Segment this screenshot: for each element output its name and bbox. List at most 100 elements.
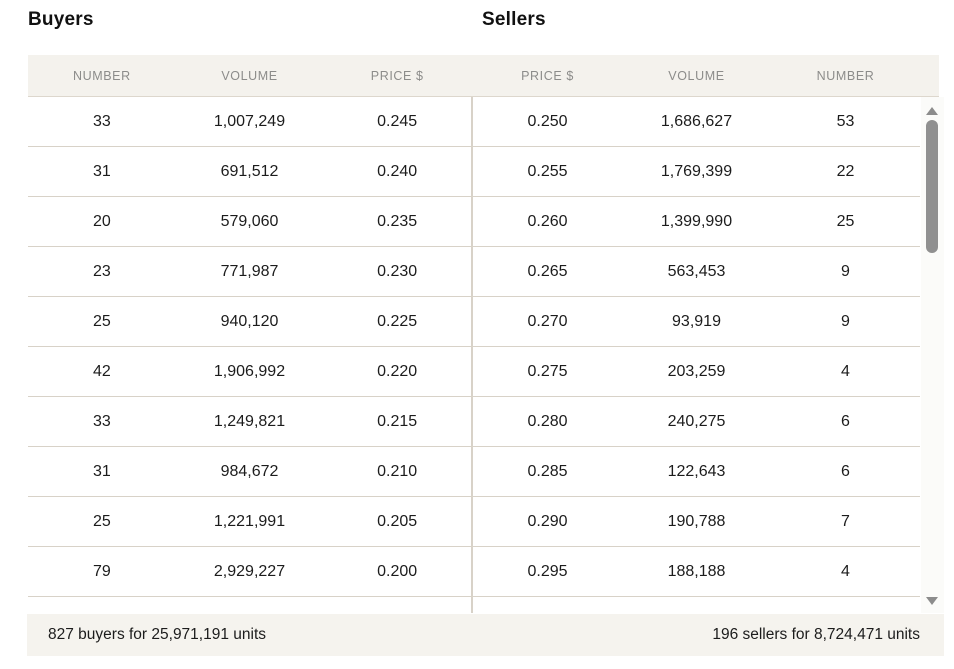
price-cell: 0.245 xyxy=(377,112,418,130)
volume-cell: 1,007,249 xyxy=(213,112,286,130)
number-cell: 22 xyxy=(836,162,855,180)
number-cell: 9 xyxy=(841,312,850,330)
table-row: 23 771,987 0.230 xyxy=(28,247,471,297)
table-row: 42 1,906,992 0.220 xyxy=(28,347,471,397)
order-book-table: 33 1,007,249 0.245 31 691,512 0.240 20 579,060 0… xyxy=(28,97,920,613)
volume-cell: 771,987 xyxy=(220,262,279,280)
buyers-price-column-header: PRICE $ xyxy=(370,68,424,83)
sellers-price-column-header: PRICE $ xyxy=(521,68,574,83)
number-cell: 6 xyxy=(841,462,850,480)
number-cell: 6 xyxy=(841,412,850,430)
sellers-title: Sellers xyxy=(482,9,546,30)
table-row: 0.250 1,686,627 53 xyxy=(473,97,920,147)
volume-cell: 579,060 xyxy=(220,212,279,230)
price-cell: 0.205 xyxy=(377,512,418,530)
number-cell: 9 xyxy=(841,262,850,280)
price-cell: 0.275 xyxy=(527,362,568,380)
buyers-number-column-header: NUMBER xyxy=(72,68,131,83)
buyers-summary: 827 buyers for 25,971,191 units xyxy=(48,626,267,643)
price-cell: 0.285 xyxy=(527,462,568,480)
price-cell: 0.210 xyxy=(377,462,418,480)
table-row: 0.275 203,259 4 xyxy=(473,347,920,397)
number-cell: 42 xyxy=(92,362,111,380)
number-cell: 23 xyxy=(92,262,111,280)
table-row: 0.260 1,399,990 25 xyxy=(473,197,920,247)
table-row: 25 940,120 0.225 xyxy=(28,297,471,347)
price-cell: 0.255 xyxy=(527,162,568,180)
price-cell: 0.215 xyxy=(377,412,418,430)
table-row: 0.255 1,769,399 22 xyxy=(473,147,920,197)
volume-cell: 203,259 xyxy=(667,362,726,380)
volume-cell: 1,399,990 xyxy=(660,212,733,230)
buyers-header-group: NUMBER VOLUME PRICE $ xyxy=(28,55,471,96)
price-cell: 0.260 xyxy=(527,212,568,230)
price-cell: 0.290 xyxy=(527,512,568,530)
price-cell: 0.230 xyxy=(377,262,418,280)
number-cell: 33 xyxy=(92,412,111,430)
price-cell: 0.200 xyxy=(377,562,418,580)
table-row: 79 2,929,227 0.200 xyxy=(28,547,471,597)
sellers-summary: 196 sellers for 8,724,471 units xyxy=(712,626,920,643)
price-cell: 0.270 xyxy=(527,312,568,330)
buyers-title: Buyers xyxy=(28,9,94,30)
sellers-volume-column-header: VOLUME xyxy=(668,68,725,83)
volume-cell: 1,686,627 xyxy=(660,112,733,130)
volume-cell: 1,221,991 xyxy=(213,512,286,530)
number-cell: 25 xyxy=(92,512,111,530)
sellers-number-column-header: NUMBER xyxy=(816,68,875,83)
volume-cell: 691,512 xyxy=(220,162,279,180)
table-row: 0.280 240,275 6 xyxy=(473,397,920,447)
table-row: 33 1,007,249 0.245 xyxy=(28,97,471,147)
volume-cell: 188,188 xyxy=(667,562,726,580)
table-row: 31 984,672 0.210 xyxy=(28,447,471,497)
number-cell: 4 xyxy=(841,562,850,580)
price-cell: 0.280 xyxy=(527,412,568,430)
sellers-rows: 0.250 1,686,627 53 0.255 1,769,399 22 0.260 1,3… xyxy=(473,97,920,613)
number-cell: 25 xyxy=(92,312,111,330)
table-row: 25 1,221,991 0.205 xyxy=(28,497,471,547)
number-cell: 79 xyxy=(92,562,111,580)
table-row: 33 1,249,821 0.215 xyxy=(28,397,471,447)
volume-cell: 1,249,821 xyxy=(213,412,286,430)
table-row: 0.285 122,643 6 xyxy=(473,447,920,497)
table-row: 0.290 190,788 7 xyxy=(473,497,920,547)
buyers-rows: 33 1,007,249 0.245 31 691,512 0.240 20 579,060 0… xyxy=(28,97,471,613)
sellers-header-group: PRICE $ VOLUME NUMBER xyxy=(473,55,920,96)
number-cell: 31 xyxy=(92,462,111,480)
volume-cell: 190,788 xyxy=(667,512,726,530)
number-cell: 25 xyxy=(836,212,855,230)
summary-footer: 827 buyers for 25,971,191 units 196 sell… xyxy=(27,614,944,656)
table-header-row: NUMBER VOLUME PRICE $ PRICE $ VOLUME NUM… xyxy=(28,55,939,97)
volume-cell: 2,929,227 xyxy=(213,562,286,580)
center-divider xyxy=(471,97,473,613)
volume-cell: 984,672 xyxy=(220,462,279,480)
volume-cell: 240,275 xyxy=(667,412,726,430)
price-cell: 0.225 xyxy=(377,312,418,330)
price-cell: 0.220 xyxy=(377,362,418,380)
number-cell: 7 xyxy=(841,512,850,530)
table-row: 0.295 188,188 4 xyxy=(473,547,920,597)
number-cell: 4 xyxy=(841,362,850,380)
number-cell: 53 xyxy=(836,112,855,130)
price-cell: 0.250 xyxy=(527,112,568,130)
scroll-down-arrow-icon[interactable] xyxy=(926,597,938,605)
table-row: 31 691,512 0.240 xyxy=(28,147,471,197)
table-row: 0.270 93,919 9 xyxy=(473,297,920,347)
number-cell: 20 xyxy=(92,212,111,230)
price-cell: 0.235 xyxy=(377,212,418,230)
volume-cell: 1,769,399 xyxy=(660,162,733,180)
volume-cell: 122,643 xyxy=(667,462,726,480)
volume-cell: 940,120 xyxy=(220,312,279,330)
buyers-volume-column-header: VOLUME xyxy=(221,68,278,83)
table-row: 0.265 563,453 9 xyxy=(473,247,920,297)
vertical-scrollbar[interactable] xyxy=(921,97,944,613)
volume-cell: 93,919 xyxy=(672,312,721,330)
scroll-up-arrow-icon[interactable] xyxy=(926,107,938,115)
scrollbar-thumb[interactable] xyxy=(926,120,938,253)
number-cell: 33 xyxy=(92,112,111,130)
price-cell: 0.295 xyxy=(527,562,568,580)
volume-cell: 1,906,992 xyxy=(213,362,286,380)
volume-cell: 563,453 xyxy=(667,262,726,280)
number-cell: 31 xyxy=(92,162,111,180)
price-cell: 0.265 xyxy=(527,262,568,280)
